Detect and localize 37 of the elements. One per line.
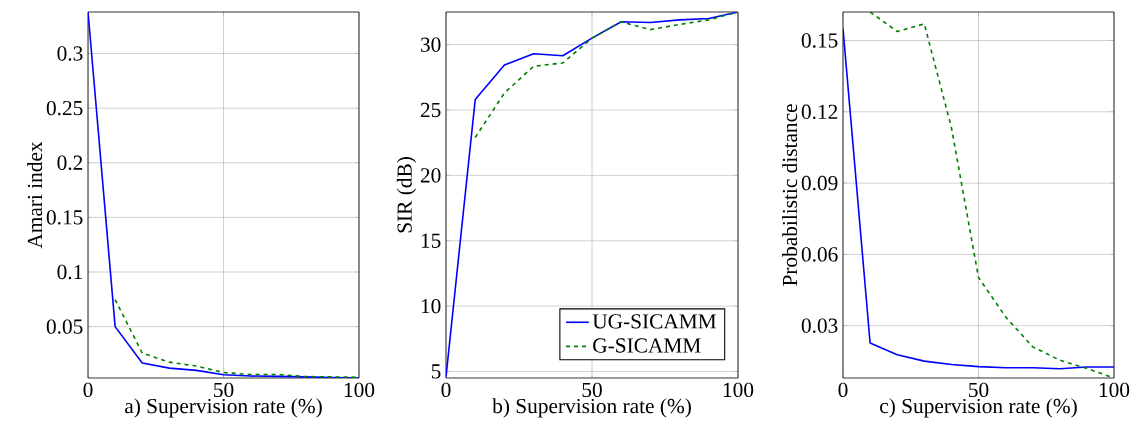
line-series bbox=[88, 12, 360, 378]
x-tick-label: 0 bbox=[83, 382, 93, 398]
x-axis-title: a) Supervision rate (%) bbox=[125, 398, 322, 418]
line-series bbox=[446, 12, 738, 378]
y-tick-label: 0.2 bbox=[57, 155, 83, 170]
y-tick-label: 30 bbox=[420, 37, 441, 52]
x-tick-label: 50 bbox=[582, 382, 602, 398]
y-tick-label: 0.3 bbox=[57, 46, 83, 61]
y-tick-label: 0.25 bbox=[46, 100, 83, 116]
x-tick-label: 100 bbox=[723, 382, 754, 398]
y-tick-label: 15 bbox=[421, 233, 441, 248]
y-tick-label: 0.15 bbox=[801, 33, 838, 48]
y-tick-label: 10 bbox=[421, 298, 441, 314]
x-tick-label: 100 bbox=[344, 382, 375, 398]
y-axis-title: SIR (dB) bbox=[396, 157, 417, 233]
y-tick-label: 0.03 bbox=[801, 318, 838, 333]
x-axis-title: c) Supervision rate (%) bbox=[880, 398, 1077, 418]
y-tick-label: 0.06 bbox=[801, 247, 838, 262]
y-tick-label: 0.15 bbox=[46, 210, 83, 225]
x-tick-label: 0 bbox=[838, 382, 848, 398]
y-tick-label: 0.09 bbox=[801, 175, 838, 191]
y-tick-label: 20 bbox=[420, 168, 441, 183]
legend-label: G-SICAMM bbox=[593, 338, 701, 353]
y-tick-label: 0.1 bbox=[57, 264, 83, 280]
x-tick-label: 50 bbox=[969, 382, 989, 398]
y-axis-title: Amari index bbox=[27, 141, 43, 249]
legend-label: UG-SICAMM bbox=[592, 314, 717, 329]
y-tick-label: 0.05 bbox=[46, 319, 83, 334]
x-tick-label: 100 bbox=[1099, 382, 1130, 398]
x-tick-label: 50 bbox=[214, 382, 234, 398]
y-axis-title: Probabilistic distance bbox=[782, 104, 798, 286]
x-tick-label: 0 bbox=[441, 382, 451, 398]
y-tick-label: 0.12 bbox=[801, 104, 838, 120]
x-axis-title: b) Supervision rate (%) bbox=[492, 398, 691, 418]
y-tick-label: 25 bbox=[420, 102, 441, 118]
y-tick-label: 5 bbox=[431, 364, 441, 379]
line-series bbox=[474, 12, 738, 139]
